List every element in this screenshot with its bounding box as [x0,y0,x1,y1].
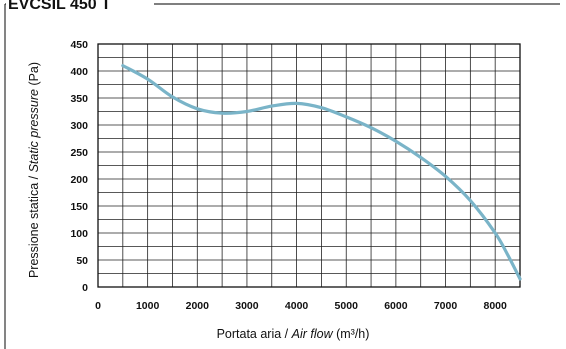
x-axis-label-unit: (m³/h) [333,327,370,341]
y-tick-label: 100 [70,228,88,240]
y-tick-labels: 0 50 100 150 200 250 300 350 400 450 [70,39,88,294]
x-tick-labels: 0 1000 2000 3000 4000 5000 6000 7000 8000 [95,300,507,312]
x-tick-label: 8000 [483,300,507,312]
x-tick-label: 6000 [384,300,408,312]
y-tick-label: 50 [76,255,88,267]
series-line [121,63,522,281]
y-tick-label: 250 [70,147,88,159]
y-axis-label-unit: (Pa) [27,62,41,89]
x-tick-label: 5000 [335,300,359,312]
y-axis-label: Pressione statica / Static pressure (Pa) [27,62,41,278]
y-tick-label: 350 [70,93,88,105]
y-axis-label-it: Pressione statica / [27,172,41,278]
x-tick-label: 2000 [186,300,210,312]
y-tick-label: 400 [70,66,88,78]
chart-title: EVCSIL 450 T [8,0,111,13]
y-axis-label-en: Static pressure [27,89,41,172]
x-tick-label: 1000 [136,300,160,312]
y-tick-label: 0 [82,282,88,294]
series-group [121,63,522,281]
x-tick-label: 3000 [235,300,259,312]
y-tick-label: 150 [70,201,88,213]
x-axis-label-it: Portata aria / [217,327,292,341]
y-tick-label: 200 [70,174,88,186]
x-tick-label: 0 [95,300,101,312]
x-axis-label: Portata aria / Air flow (m³/h) [217,327,370,341]
grid [97,43,521,288]
y-tick-label: 300 [70,120,88,132]
plot-border [97,43,521,288]
y-tick-label: 450 [70,39,88,51]
x-tick-label: 4000 [285,300,309,312]
x-axis-label-en: Air flow [291,327,334,341]
x-tick-label: 7000 [434,300,458,312]
